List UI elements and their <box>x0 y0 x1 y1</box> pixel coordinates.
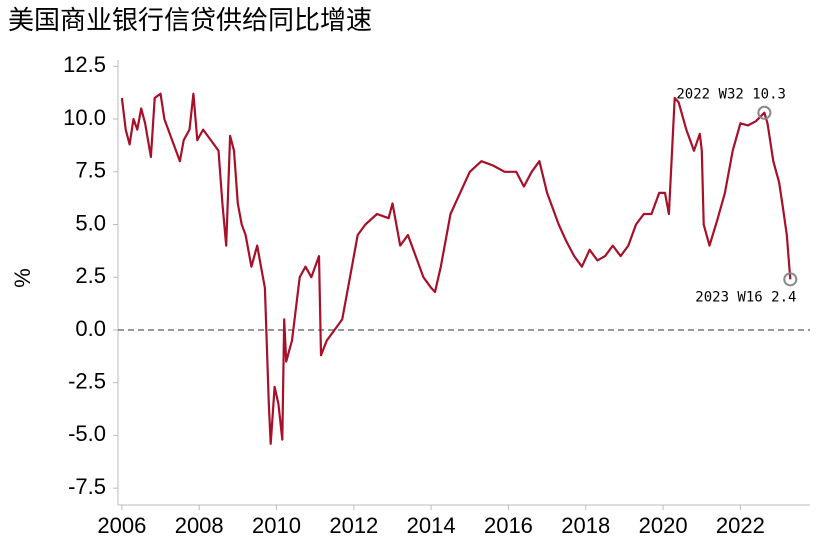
x-tick-label: 2022 <box>716 513 765 538</box>
y-tick-label: 2.5 <box>75 263 106 288</box>
y-tick-label: 0.0 <box>75 316 106 341</box>
x-tick-label: 2008 <box>175 513 224 538</box>
y-tick-label: 5.0 <box>75 210 106 235</box>
annotation: 2023 W16 2.4 <box>695 289 796 305</box>
x-tick-label: 2018 <box>561 513 610 538</box>
x-tick-label: 2006 <box>97 513 146 538</box>
x-tick-label: 2014 <box>407 513 456 538</box>
highlight-circle <box>757 105 772 120</box>
y-tick-label: 10.0 <box>63 105 106 130</box>
y-tick-label: -5.0 <box>68 421 106 446</box>
chart-title: 美国商业银行信贷供给同比增速 <box>8 5 372 35</box>
x-tick-label: 2010 <box>252 513 301 538</box>
annotation: 2022 W32 10.3 <box>676 87 786 103</box>
y-axis-label: % <box>10 268 35 288</box>
x-tick-label: 2012 <box>329 513 378 538</box>
x-tick-label: 2016 <box>484 513 533 538</box>
y-tick-label: -2.5 <box>68 368 106 393</box>
y-tick-label: -7.5 <box>68 474 106 499</box>
highlight-circle <box>783 272 798 287</box>
line-series <box>120 92 792 445</box>
y-tick-label: 12.5 <box>63 52 106 77</box>
y-tick-label: 7.5 <box>75 158 106 183</box>
x-tick-label: 2020 <box>639 513 688 538</box>
